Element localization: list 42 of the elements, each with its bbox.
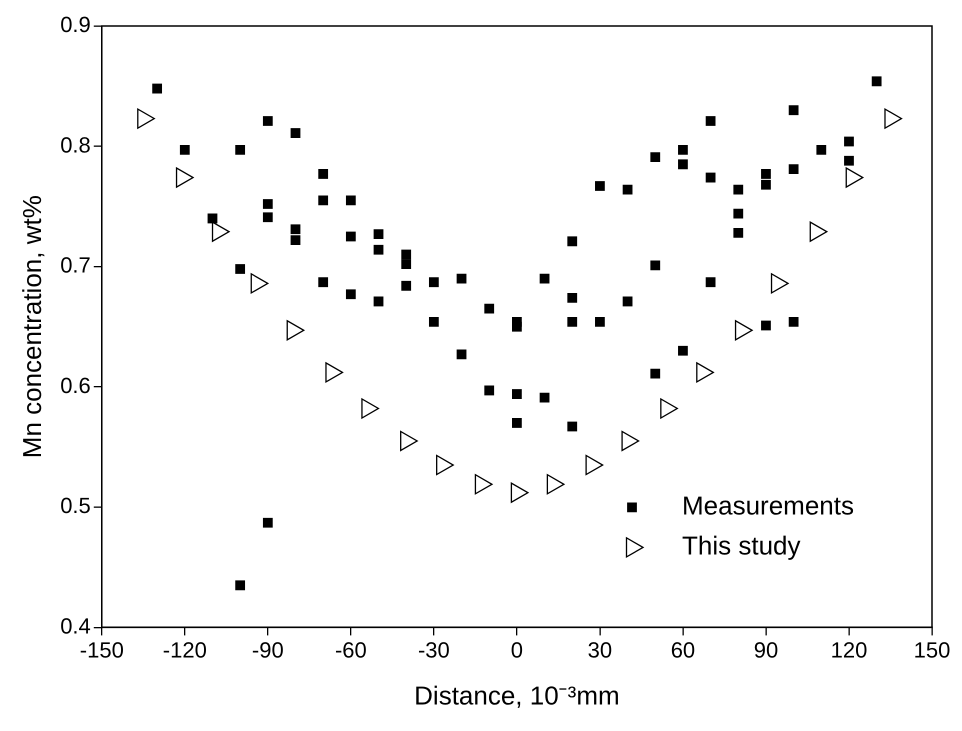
point — [137, 108, 155, 129]
x-tick-label: -60 — [334, 638, 367, 663]
y-tick-label: 0.6 — [60, 372, 91, 398]
point — [846, 167, 864, 188]
x-tick-label: 150 — [914, 638, 950, 663]
point — [286, 320, 304, 340]
point — [325, 362, 344, 383]
point — [770, 273, 789, 294]
point — [884, 108, 902, 129]
y-tick-label: 0.9 — [60, 12, 91, 38]
x-tick-label: 30 — [588, 638, 612, 663]
point — [436, 454, 454, 476]
x-tick-label: 0 — [510, 638, 524, 663]
point — [734, 320, 753, 340]
point — [696, 362, 714, 383]
point — [176, 167, 194, 188]
y-tick-label: 0.4 — [60, 613, 91, 638]
point — [212, 222, 230, 242]
legend-label: Measurements — [682, 490, 854, 521]
x-tick-label: -90 — [252, 638, 284, 663]
y-tick-label: 0.5 — [60, 493, 91, 518]
y-tick-label: 0.8 — [60, 132, 91, 158]
x-tick-label: 60 — [670, 638, 696, 663]
point — [400, 430, 418, 452]
x-tick-label: 120 — [830, 638, 868, 663]
x-tick-label: -150 — [80, 638, 124, 663]
x-tick-label: -30 — [418, 638, 450, 663]
point — [361, 398, 380, 419]
y-axis-title: Mn concentration, wt% — [16, 195, 47, 458]
y-tick-label: 0.7 — [60, 252, 91, 278]
x-axis-title: Distance, 10⁻³mm — [414, 680, 620, 711]
x-tick-label: 90 — [754, 638, 778, 663]
point — [660, 398, 678, 419]
point — [474, 474, 493, 494]
point — [810, 222, 828, 242]
point — [585, 454, 604, 476]
legend-label: This study — [682, 530, 800, 561]
point — [621, 430, 640, 452]
point — [510, 482, 529, 503]
x-tick-label: -120 — [162, 638, 207, 663]
point — [546, 474, 565, 494]
point — [250, 273, 268, 294]
